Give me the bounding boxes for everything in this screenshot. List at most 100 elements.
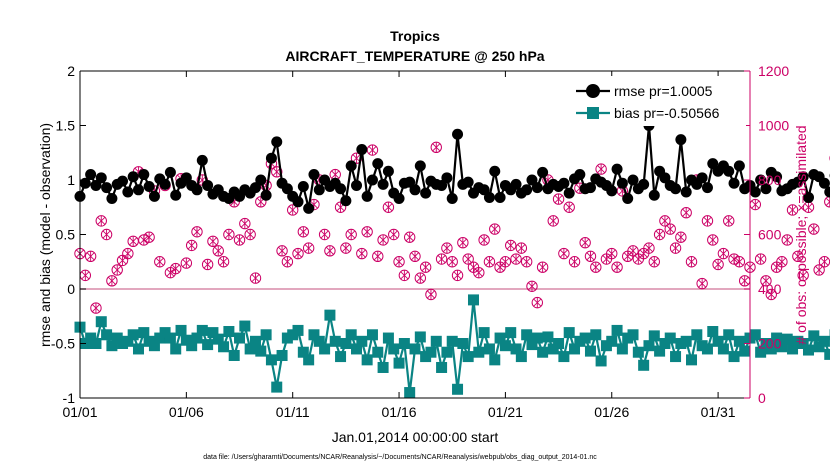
rmse-point xyxy=(675,134,687,146)
rmse-point xyxy=(106,193,118,205)
rmse-point xyxy=(526,174,538,186)
obs-marker xyxy=(536,261,549,273)
bias-point xyxy=(239,320,251,332)
rmse-point xyxy=(366,174,378,186)
legend-label: bias pr=-0.50566 xyxy=(614,105,720,121)
obs-marker xyxy=(797,269,809,282)
rmse-point xyxy=(159,178,171,190)
rmse-point xyxy=(606,185,618,197)
rmse-point xyxy=(802,191,814,203)
obs-marker xyxy=(185,239,198,252)
x-tick-label: 01/26 xyxy=(594,404,629,420)
rmse-point xyxy=(824,186,830,198)
rmse-point xyxy=(659,172,671,184)
rmse-point xyxy=(670,183,682,195)
y2-tick-label: 400 xyxy=(758,281,782,297)
obs-marker xyxy=(813,264,825,276)
obs-marker xyxy=(478,234,490,246)
obs-marker xyxy=(717,247,730,260)
obs-marker xyxy=(723,215,735,227)
obs-marker xyxy=(659,215,671,227)
bias-point xyxy=(223,326,235,338)
obs-marker xyxy=(712,258,724,271)
obs-marker xyxy=(377,234,389,246)
rmse-point xyxy=(818,177,830,189)
obs-marker xyxy=(781,234,793,246)
rmse-point xyxy=(749,186,761,198)
bias-point xyxy=(202,339,214,351)
bias-point xyxy=(388,343,400,355)
x-tick-label: 01/06 xyxy=(169,404,204,420)
rmse-point xyxy=(101,182,113,194)
bias-point xyxy=(733,335,745,347)
bias-point xyxy=(680,335,692,347)
bias-point xyxy=(537,346,549,358)
y-tick-label: 1 xyxy=(67,172,75,188)
obs-marker xyxy=(499,256,512,268)
bias-point xyxy=(446,335,458,347)
obs-marker xyxy=(212,245,224,257)
rmse-point xyxy=(728,177,740,189)
obs-marker xyxy=(244,228,256,241)
bias-point xyxy=(324,309,336,321)
y-tick-label: 1.5 xyxy=(56,118,76,134)
obs-marker xyxy=(106,275,118,287)
rmse-point xyxy=(377,178,389,190)
obs-marker xyxy=(419,261,432,273)
bias-point xyxy=(579,332,591,344)
bias-point xyxy=(382,332,394,344)
obs-marker xyxy=(403,231,416,243)
bias-point xyxy=(430,335,442,347)
bias-point xyxy=(271,381,283,393)
obs-marker xyxy=(664,223,676,235)
rmse-point xyxy=(696,172,708,184)
obs-marker xyxy=(90,302,102,314)
rmse-point xyxy=(356,143,368,155)
obs-marker xyxy=(154,256,166,268)
obs-marker xyxy=(451,269,464,282)
rmse-point xyxy=(361,190,373,202)
rmse-point xyxy=(260,189,272,201)
rmse-point xyxy=(132,184,144,196)
bias-point xyxy=(499,340,511,352)
rmse-point xyxy=(308,169,320,181)
rmse-point xyxy=(340,195,352,207)
bias-point xyxy=(808,330,820,342)
obs-marker xyxy=(526,280,538,292)
obs-marker xyxy=(563,201,575,213)
obs-marker xyxy=(707,234,719,246)
y-tick-label: -1 xyxy=(63,390,76,406)
obs-marker xyxy=(824,196,830,208)
rmse-point xyxy=(85,169,97,181)
obs-marker xyxy=(675,231,687,243)
y2-tick-label: 1000 xyxy=(758,118,789,134)
bias-point xyxy=(356,335,368,347)
bias-point xyxy=(553,338,565,349)
bias-point xyxy=(648,330,660,342)
y2-tick-label: 200 xyxy=(758,336,782,352)
obs-marker xyxy=(276,245,288,257)
obs-marker xyxy=(802,201,815,213)
rmse-point xyxy=(196,154,208,166)
x-tick-label: 01/01 xyxy=(62,404,97,420)
bias-point xyxy=(255,345,267,357)
obs-marker xyxy=(808,223,820,235)
bias-point xyxy=(276,349,288,361)
bias-point xyxy=(531,332,543,344)
rmse-point xyxy=(478,184,490,196)
bias-point xyxy=(234,332,246,344)
obs-marker xyxy=(653,228,666,241)
obs-marker xyxy=(95,215,107,227)
obs-marker xyxy=(356,247,368,260)
obs-marker xyxy=(441,242,453,254)
obs-marker xyxy=(286,204,299,216)
bias-point xyxy=(335,351,347,363)
obs-marker xyxy=(361,226,373,238)
rmse-point xyxy=(297,181,309,193)
bias-point xyxy=(329,335,341,347)
rmse-point xyxy=(483,191,495,203)
bias-point xyxy=(670,351,682,363)
legend-marker-circle xyxy=(586,84,600,98)
y2-axis-label: # of obs: o=possible; ×=assimilated xyxy=(793,125,809,344)
obs-marker xyxy=(568,256,581,268)
